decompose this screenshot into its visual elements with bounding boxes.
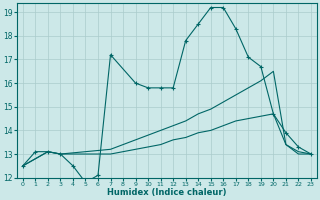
X-axis label: Humidex (Indice chaleur): Humidex (Indice chaleur): [107, 188, 227, 197]
